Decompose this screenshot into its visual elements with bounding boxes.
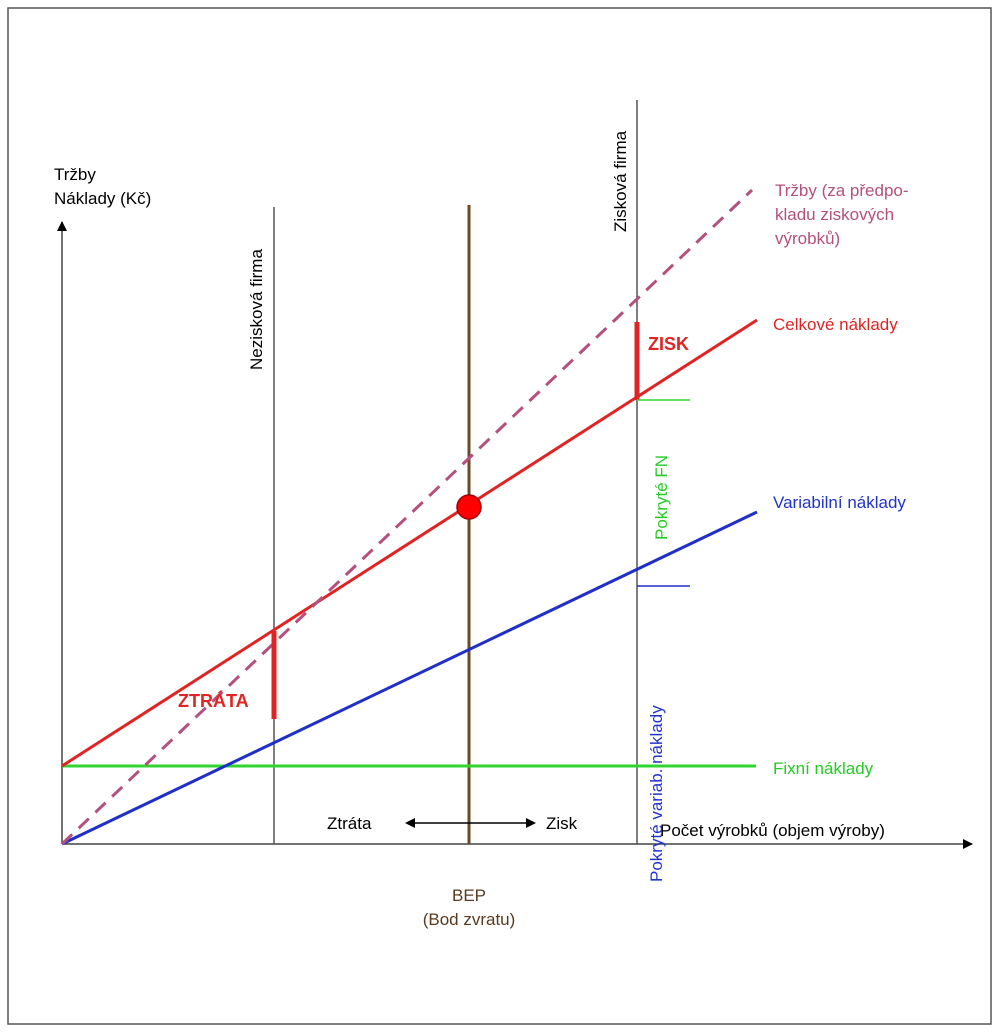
fixed-costs-label: Fixní náklady bbox=[773, 759, 874, 778]
variable-costs-label: Variabilní náklady bbox=[773, 493, 906, 512]
covered-fixed-label: Pokryté FN bbox=[652, 455, 671, 540]
arrow-left-head bbox=[405, 818, 415, 828]
total-costs-line bbox=[61, 318, 758, 768]
profit-label: ZISK bbox=[648, 334, 689, 354]
break-even-point bbox=[456, 494, 482, 520]
loss-label: ZTRÁTA bbox=[178, 690, 249, 711]
revenue-line bbox=[60, 188, 754, 846]
loss-firm-label: Nezisková firma bbox=[247, 249, 266, 370]
arrow-profit-label: Zisk bbox=[546, 814, 578, 833]
diagram-frame bbox=[7, 7, 992, 1025]
profit-firm-label: Zisková firma bbox=[611, 130, 630, 232]
arrow-loss-label: Ztráta bbox=[327, 814, 372, 833]
revenue-label-1: Tržby (za předpo- bbox=[775, 181, 909, 200]
revenue-label-3: výrobků) bbox=[775, 229, 840, 248]
arrow-right-head bbox=[526, 818, 536, 828]
revenue-label-2: kladu ziskových bbox=[775, 205, 894, 224]
x-axis-label: Počet výrobků (objem výroby) bbox=[660, 821, 885, 840]
variable-costs-line bbox=[61, 510, 758, 846]
y-axis-label-2: Náklady (Kč) bbox=[54, 189, 151, 208]
covered-variable-label: Pokryté variab. náklady bbox=[647, 705, 666, 882]
bep-label-1: BEP bbox=[452, 886, 486, 905]
bep-label-2: (Bod zvratu) bbox=[423, 910, 516, 929]
y-axis-label-1: Tržby bbox=[54, 165, 96, 184]
total-costs-label: Celkové náklady bbox=[773, 315, 898, 334]
